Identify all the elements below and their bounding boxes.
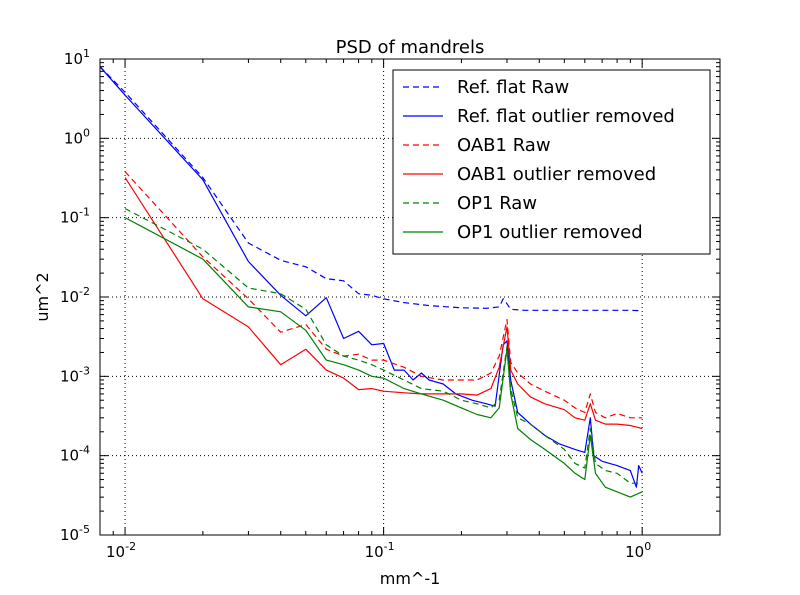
y-tick-label: 10-2 — [60, 285, 90, 306]
y-tick-label: 10-1 — [60, 206, 90, 227]
legend: Ref. flat Raw Ref. flat outlier removed OA… — [392, 69, 711, 255]
legend-label: OAB1 outlier removed — [457, 164, 656, 185]
legend-label: OP1 Raw — [457, 193, 537, 214]
y-tick-label: 10-3 — [60, 364, 90, 385]
series-line-4 — [124, 208, 643, 484]
x-tick-label: 100 — [625, 540, 651, 561]
x-axis-label: mm^-1 — [380, 569, 441, 588]
series-line-2 — [124, 171, 643, 419]
y-axis-label: um^2 — [33, 272, 52, 321]
legend-label: OP1 outlier removed — [457, 222, 643, 243]
x-tick-label: 10-2 — [106, 540, 136, 561]
y-tick-label: 10-4 — [60, 444, 90, 465]
y-tick-label: 101 — [64, 47, 90, 68]
legend-label: Ref. flat Raw — [457, 77, 569, 98]
legend-label: Ref. flat outlier removed — [457, 106, 675, 127]
series-lines — [99, 66, 643, 498]
y-tick-label: 100 — [64, 126, 90, 147]
series-line-5 — [124, 217, 643, 498]
series-line-0 — [99, 66, 643, 312]
axis-ticks — [99, 58, 721, 536]
chart-title: PSD of mandrels — [336, 37, 485, 58]
y-tick-label: 10-5 — [60, 523, 90, 544]
legend-box — [392, 69, 711, 255]
legend-label: OAB1 Raw — [457, 135, 551, 156]
tick-labels: 10-2 10-1 100 10-5 10-4 10-3 10-2 10-1 100 101 — [60, 47, 651, 561]
x-tick-label: 10-1 — [365, 540, 395, 561]
series-line-3 — [124, 177, 643, 430]
